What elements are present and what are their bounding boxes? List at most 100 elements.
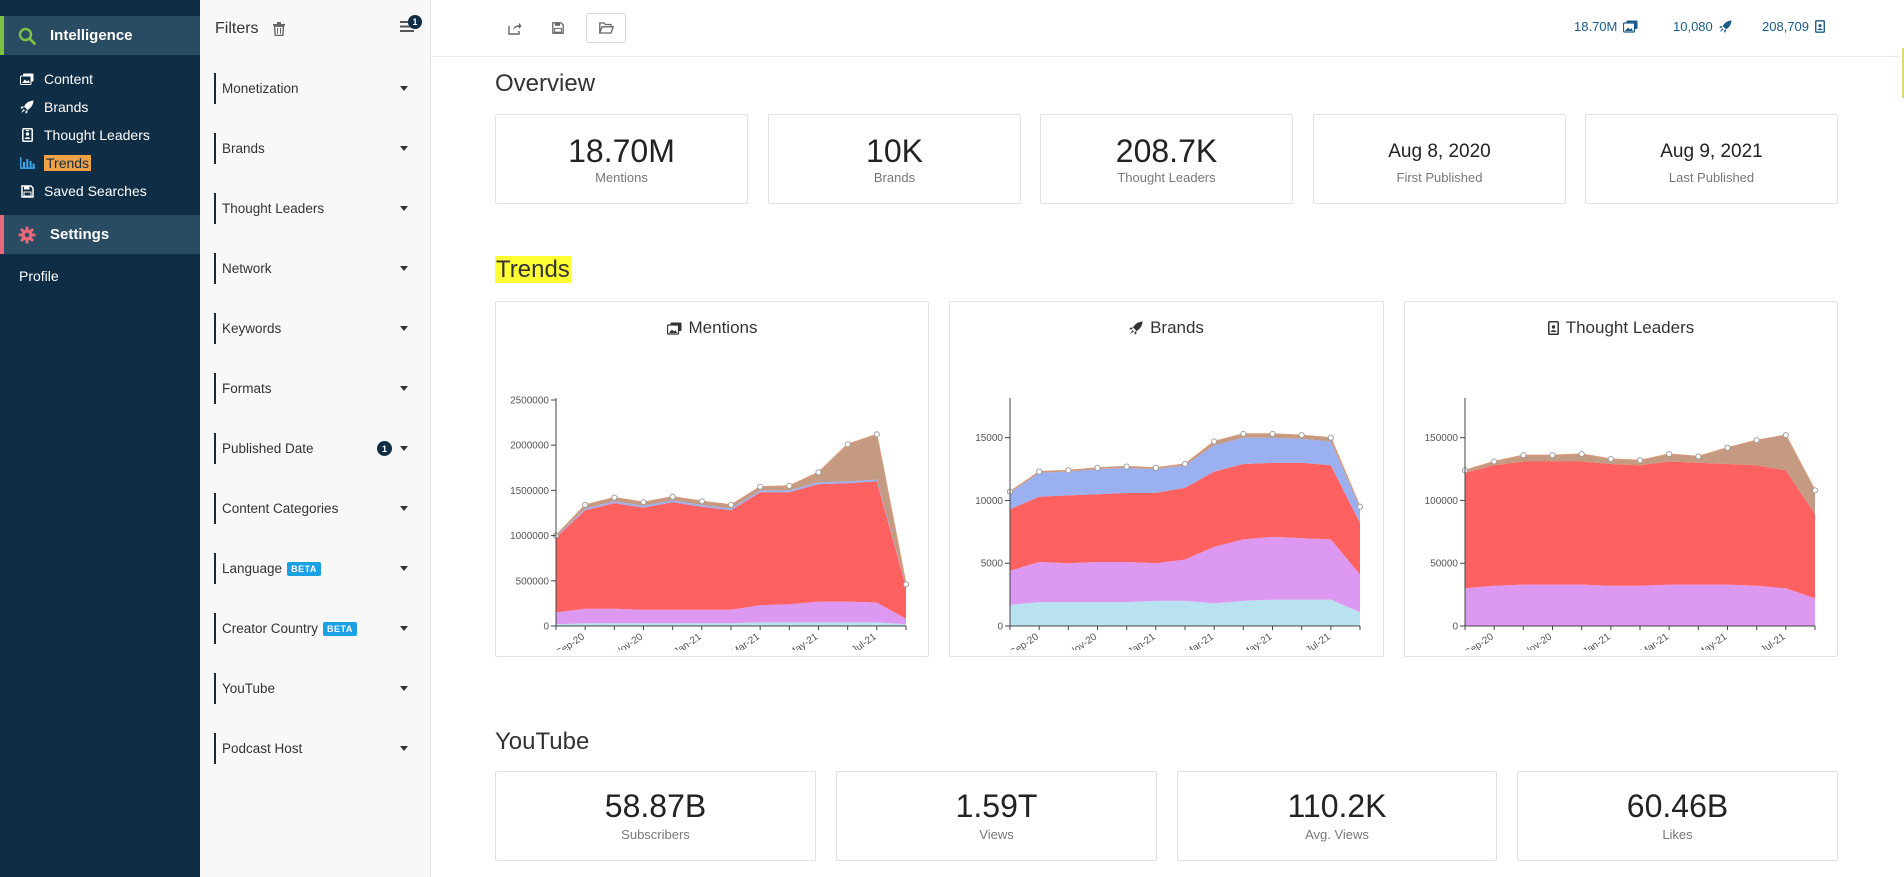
y-tick-label: 5000 xyxy=(981,559,1004,570)
total-point xyxy=(902,581,910,588)
filter-published-date[interactable]: Published Date 1 xyxy=(214,433,414,464)
kpi-card-subscribers: 58.87B Subscribers xyxy=(495,771,816,861)
x-tick-label: Sep-20 xyxy=(554,631,587,650)
scroll-edge-marker xyxy=(1902,48,1904,98)
nav-item-label: Saved Searches xyxy=(44,183,147,199)
total-point xyxy=(1782,432,1789,439)
caret-down-icon xyxy=(400,506,408,511)
youtube-heading: YouTube xyxy=(495,728,590,755)
x-tick-label: May-21 xyxy=(787,631,821,650)
total-point xyxy=(1036,468,1043,475)
rocket-icon xyxy=(19,100,35,114)
nav-item-label: Thought Leaders xyxy=(44,127,150,143)
kpi-label: Views xyxy=(979,827,1014,842)
total-point xyxy=(1520,452,1527,459)
chart-card-brands: Brands 0 5000 10000 15000 Sep-20 Nov-20 Jan-21… xyxy=(949,301,1384,657)
x-tick-label: Nov-20 xyxy=(1521,631,1554,650)
filters-panel: Filters 1 Monetization Brands Thought Le… xyxy=(200,0,431,877)
total-point xyxy=(1549,452,1556,459)
kpi-label: Avg. Views xyxy=(1305,827,1369,842)
filter-network[interactable]: Network xyxy=(214,253,414,284)
thought-leaders-area-chart: 0 50000 100000 150000 Sep-20 Nov-20 Jan-21 Mar-… xyxy=(1425,398,1819,650)
y-tick-label: 1000000 xyxy=(510,531,549,542)
area-series-1 xyxy=(1010,536,1360,613)
total-point xyxy=(1211,438,1218,445)
kpi-value: 10K xyxy=(866,133,923,169)
filter-count-badge: 1 xyxy=(408,15,422,29)
filter-content-categories[interactable]: Content Categories xyxy=(214,493,414,524)
filter-thought-leaders[interactable]: Thought Leaders xyxy=(214,193,414,224)
filter-label: Brands xyxy=(222,141,265,156)
nav-item-thought-leaders[interactable]: Thought Leaders xyxy=(0,121,200,149)
x-tick-label: Sep-20 xyxy=(1008,631,1041,650)
filter-keywords[interactable]: Keywords xyxy=(214,313,414,344)
x-tick-label: Sep-20 xyxy=(1463,631,1496,650)
total-point xyxy=(1065,467,1072,474)
id-badge-icon xyxy=(1815,20,1825,33)
caret-down-icon xyxy=(400,626,408,631)
kpi-label: Thought Leaders xyxy=(1117,170,1216,185)
total-point xyxy=(844,441,851,448)
y-tick-label: 150000 xyxy=(1425,433,1459,444)
nav-item-trends[interactable]: Trends xyxy=(0,149,200,177)
total-point xyxy=(698,498,705,505)
kpi-card-avg-views: 110.2K Avg. Views xyxy=(1177,771,1497,861)
y-tick-label: 0 xyxy=(997,622,1003,633)
total-point xyxy=(611,494,618,501)
area-series-3 xyxy=(1010,437,1360,523)
filter-brands[interactable]: Brands xyxy=(214,133,414,164)
images-icon xyxy=(1623,20,1638,33)
nav-items: Content Brands Thought Leaders Trends xyxy=(0,55,200,205)
filter-list-button[interactable]: 1 xyxy=(400,15,422,38)
caret-down-icon xyxy=(400,266,408,271)
filter-podcast-host[interactable]: Podcast Host xyxy=(214,733,414,764)
kpi-label: Mentions xyxy=(595,170,648,185)
filter-count-badge: 1 xyxy=(377,441,392,456)
filter-youtube[interactable]: YouTube xyxy=(214,673,414,704)
y-tick-label: 500000 xyxy=(516,576,550,587)
y-tick-label: 1500000 xyxy=(510,486,549,497)
nav-section-intelligence[interactable]: Intelligence xyxy=(0,16,200,55)
area-series-0 xyxy=(1010,599,1360,626)
filter-language[interactable]: Language BETA xyxy=(214,553,414,584)
nav-item-label: Brands xyxy=(44,99,89,115)
beta-tag: BETA xyxy=(323,621,357,636)
x-tick-label: May-21 xyxy=(1696,631,1730,650)
kpi-card-thought-leaders: 208.7K Thought Leaders xyxy=(1040,114,1293,204)
caret-down-icon xyxy=(400,386,408,391)
nav-section-accent xyxy=(0,215,4,254)
open-saved-button[interactable] xyxy=(586,13,626,43)
kpi-card-brands: 10K Brands xyxy=(768,114,1021,204)
total-point xyxy=(669,493,676,500)
save-button[interactable] xyxy=(538,13,578,43)
caret-down-icon xyxy=(400,686,408,691)
filter-label: Language xyxy=(222,561,283,576)
kpi-value: 208.7K xyxy=(1115,133,1218,169)
nav-item-profile[interactable]: Profile xyxy=(0,262,200,290)
x-tick-label: Jan-21 xyxy=(672,631,704,650)
caret-down-icon xyxy=(400,566,408,571)
filter-label: Formats xyxy=(222,381,272,396)
filter-creator-country[interactable]: Creator Country BETA xyxy=(214,613,414,644)
main-navigation: Intelligence Content Brands Thought Lead… xyxy=(0,0,200,877)
y-tick-label: 15000 xyxy=(975,433,1003,444)
nav-item-saved-searches[interactable]: Saved Searches xyxy=(0,177,200,205)
filter-monetization[interactable]: Monetization xyxy=(214,73,414,104)
nav-item-content[interactable]: Content xyxy=(0,65,200,93)
x-tick-label: Mar-21 xyxy=(1184,631,1217,650)
kpi-card-first-published: Aug 8, 2020 First Published xyxy=(1313,114,1566,204)
nav-section-settings[interactable]: Settings xyxy=(0,215,200,254)
images-icon xyxy=(666,322,681,335)
nav-item-brands[interactable]: Brands xyxy=(0,93,200,121)
total-point xyxy=(1298,432,1305,439)
kpi-label: Brands xyxy=(873,170,916,185)
floppy-disk-icon xyxy=(19,184,35,198)
area-series-2 xyxy=(556,481,906,619)
filter-formats[interactable]: Formats xyxy=(214,373,414,404)
chart-title: Brands xyxy=(950,318,1383,338)
area-series-3 xyxy=(556,479,906,588)
x-tick-label: May-21 xyxy=(1241,631,1275,650)
trash-icon[interactable] xyxy=(272,21,285,36)
trends-heading: Trends xyxy=(495,256,571,284)
share-button[interactable] xyxy=(495,13,535,43)
